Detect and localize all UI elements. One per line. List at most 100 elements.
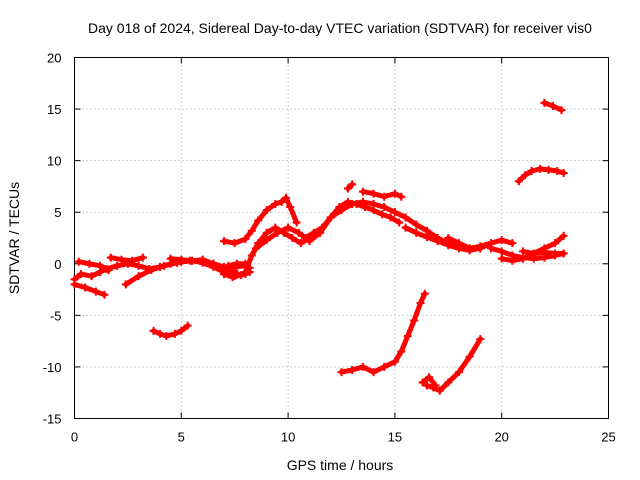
data-point-marker [521,171,530,180]
series-track-v [514,164,568,186]
data-point-marker [100,290,109,299]
data-point-marker [162,331,171,340]
data-point-marker [553,166,562,175]
data-point-marker [177,255,186,264]
data-point-marker [380,192,389,201]
data-point-marker [378,210,387,219]
data-point-marker [497,254,506,263]
data-point-marker [390,208,399,217]
data-point-marker [76,270,85,279]
data-point-marker [96,261,105,270]
data-point-marker [420,289,429,298]
data-point-marker [254,216,263,225]
data-point-marker [104,265,113,274]
data-point-marker [476,244,485,253]
y-tick-label: 15 [47,102,61,117]
data-point-marker [433,237,442,246]
data-point-marker [294,228,303,237]
data-point-marker [435,386,444,395]
data-point-marker [358,187,367,196]
series-line [76,259,112,273]
data-point-marker [232,259,241,268]
data-point-marker [198,255,207,264]
data-point-marker [85,259,94,268]
series-track-b [70,280,109,299]
data-point-marker [343,184,352,193]
series-track-m [301,197,404,242]
data-point-marker [369,368,378,377]
data-point-marker [444,241,453,250]
series-line [339,291,428,375]
data-point-marker [454,239,463,248]
series-track-x [337,289,429,377]
data-point-marker [390,357,399,366]
data-point-marker [369,206,378,215]
x-tick-label: 20 [494,430,508,445]
data-point-marker [444,234,453,242]
data-point-marker [412,220,421,229]
y-tick-label: -5 [50,308,62,323]
y-tick-label: -10 [43,360,62,375]
data-point-marker [465,244,474,253]
data-point-marker [476,335,485,344]
data-point-marker [369,189,378,198]
data-point-marker [149,326,158,335]
data-point-marker [410,316,419,325]
data-point-marker [87,272,96,281]
x-tick-label: 5 [178,430,185,445]
y-axis-label: SDTVAR / TECUs [6,182,22,294]
data-point-marker [540,98,549,107]
data-point-marker [360,203,369,212]
data-point-marker [241,268,250,277]
series-track-d [106,253,147,265]
data-point-marker [177,326,186,335]
data-point-marker [309,228,318,237]
data-point-marker [292,218,301,227]
data-point-marker [416,298,425,307]
data-point-marker [548,101,557,110]
data-point-marker [134,261,143,270]
data-point-marker [497,236,506,245]
series-track-u [519,247,568,258]
data-point-marker [134,272,143,281]
y-tick-label: -15 [43,412,62,427]
data-point-marker [138,253,147,262]
data-point-marker [230,239,239,248]
data-point-marker [271,223,280,232]
data-point-marker [519,254,528,263]
data-point-marker [386,213,395,222]
data-point-marker [318,223,327,232]
y-tick-label: 0 [54,257,61,272]
data-point-marker [106,253,115,262]
data-point-marker [412,228,421,237]
data-point-marker [220,270,229,279]
data-point-marker [337,368,346,377]
y-tick-label: 10 [47,154,61,169]
series-track-w [540,98,566,115]
data-point-marker [514,177,523,186]
data-point-marker [166,254,175,263]
data-point-marker [431,381,440,390]
data-point-marker [117,255,126,264]
data-point-marker [540,248,549,257]
series-track-o [358,187,406,201]
data-point-marker [444,378,453,387]
data-point-marker [401,213,410,222]
y-tick-label: 5 [54,205,61,220]
data-point-marker [527,166,536,175]
data-point-marker [352,199,361,208]
data-point-marker [401,223,410,232]
data-point-marker [348,180,357,189]
data-point-marker [277,197,286,206]
data-point-marker [147,265,156,274]
data-point-marker [273,228,282,237]
data-point-marker [183,321,192,330]
grid-lines [74,57,609,419]
data-point-marker [551,249,560,258]
data-point-marker [70,280,79,289]
data-point-marker [335,203,344,212]
data-point-marker [128,256,137,265]
data-point-marker [557,106,566,115]
x-tick-labels: 0 5 10 15 20 25 [71,430,616,445]
